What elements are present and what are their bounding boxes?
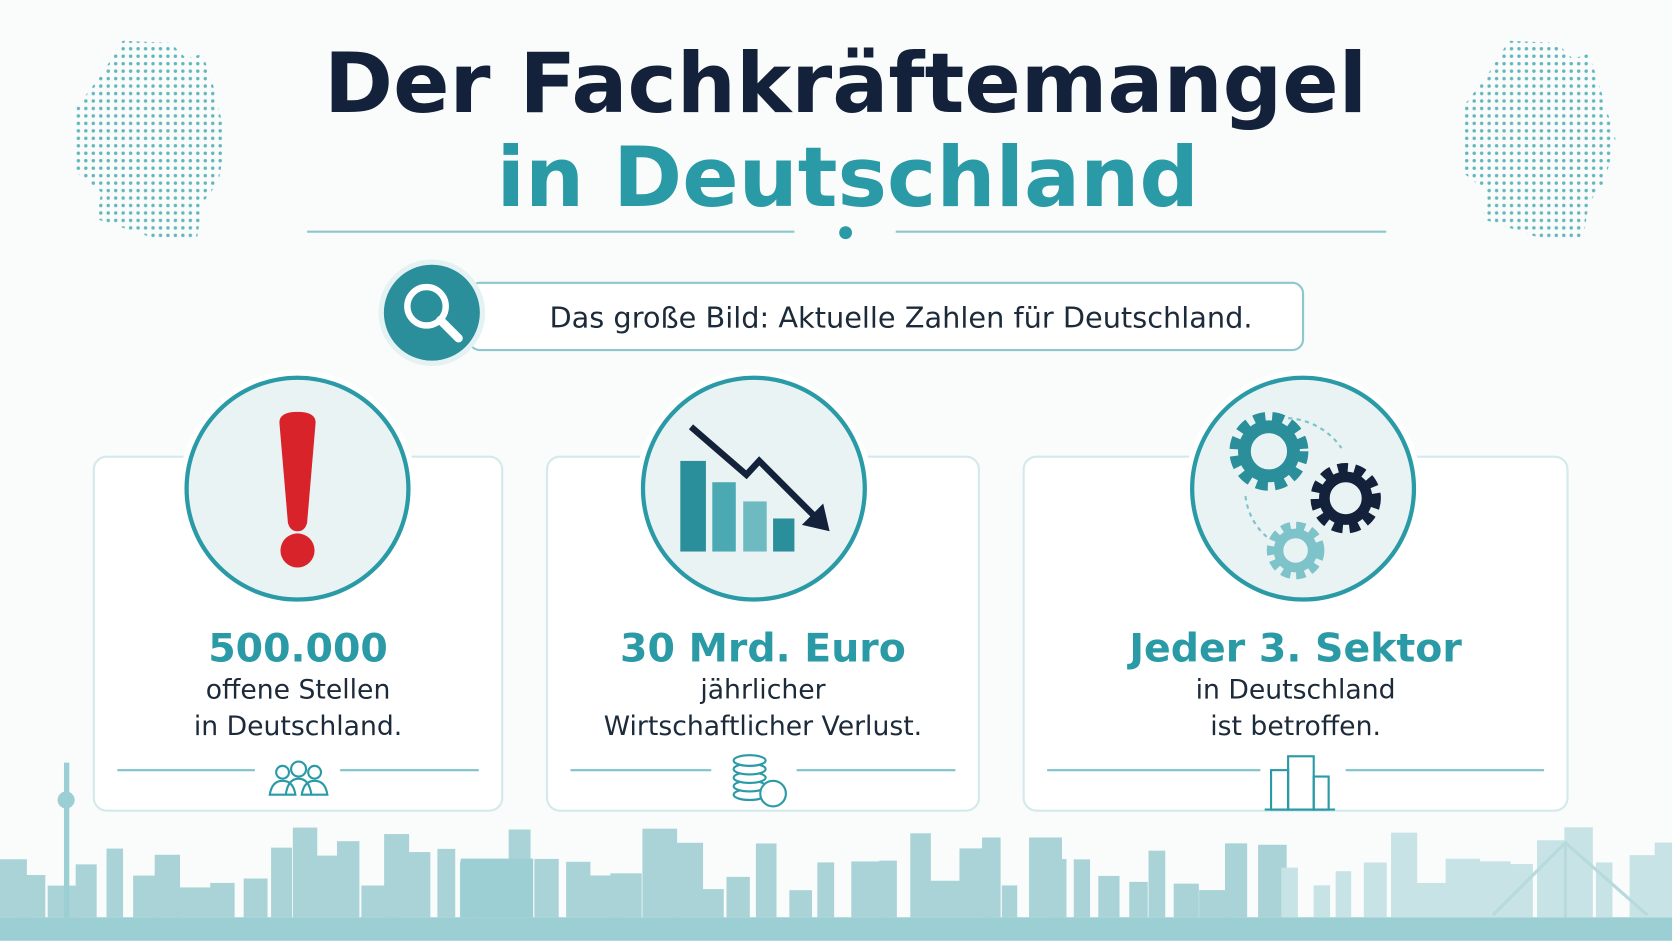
building	[1199, 890, 1231, 918]
card-headline: Jeder 3. Sektor	[1126, 625, 1462, 671]
banner-text: Das große Bild: Aktuelle Zahlen für Deut…	[549, 301, 1252, 335]
magnifier	[404, 283, 449, 329]
map-dots	[1460, 40, 1616, 241]
ground	[0, 917, 1672, 941]
card-icon-circle	[640, 375, 867, 602]
building	[851, 861, 885, 918]
card-text: in Deutschland.	[194, 711, 402, 742]
skyline	[0, 762, 1672, 941]
gate	[460, 858, 534, 918]
building	[982, 837, 1001, 918]
banner-icon	[383, 264, 480, 361]
building	[75, 864, 97, 918]
card-text: in Deutschland	[1196, 675, 1396, 706]
card-text: ist betroffen.	[1210, 711, 1381, 742]
building	[534, 858, 559, 918]
building	[1629, 855, 1659, 918]
building	[336, 841, 360, 918]
bridge	[1491, 840, 1649, 918]
card-text: offene Stellen	[206, 675, 391, 706]
building	[566, 861, 591, 918]
building	[1313, 885, 1331, 918]
building	[1474, 861, 1511, 918]
building	[1050, 859, 1067, 918]
building	[1129, 881, 1148, 918]
building	[1507, 864, 1533, 918]
building	[642, 828, 678, 918]
card-headline: 30 Mrd. Euro	[620, 625, 906, 671]
card-headline: 500.000	[208, 625, 388, 671]
building	[1416, 882, 1451, 918]
building	[20, 875, 46, 918]
tower	[57, 791, 75, 809]
building	[817, 862, 835, 918]
map-dots	[74, 40, 227, 241]
building	[610, 873, 642, 918]
icon-people	[268, 760, 329, 796]
building	[154, 854, 181, 918]
building	[1001, 885, 1018, 918]
icon-gears	[1229, 411, 1381, 580]
building	[271, 847, 292, 918]
building	[755, 843, 777, 918]
card-text: jährlicher	[699, 675, 825, 706]
building	[1564, 827, 1593, 918]
title: Der Fachkräftemangel	[324, 35, 1367, 132]
building	[789, 890, 812, 918]
tower	[63, 762, 70, 918]
building	[106, 848, 124, 918]
building	[929, 880, 960, 918]
building	[243, 878, 268, 918]
building	[384, 834, 410, 918]
icon-coins	[732, 754, 787, 808]
building	[1098, 875, 1120, 918]
building	[1363, 862, 1387, 918]
building	[1173, 883, 1199, 918]
cards: 500.000 offene Stellen in Deutschland. 30 M…	[92, 370, 1569, 812]
icon-decline	[680, 424, 830, 552]
icon-buildings	[1264, 755, 1336, 811]
building	[726, 876, 750, 918]
building	[1391, 832, 1418, 918]
magnifier	[436, 315, 463, 343]
building	[1148, 850, 1166, 918]
building	[1281, 867, 1298, 918]
divider-dot	[839, 226, 852, 240]
building	[1595, 862, 1613, 918]
building	[437, 848, 456, 918]
building	[1225, 843, 1248, 918]
building	[210, 882, 235, 918]
building	[315, 855, 338, 918]
building	[879, 860, 897, 918]
title: in Deutschland	[497, 129, 1199, 226]
building	[910, 833, 931, 918]
building	[1654, 842, 1672, 918]
building	[674, 842, 704, 918]
icon-exclamation	[279, 411, 316, 568]
building	[176, 887, 212, 918]
card-text: Wirtschaftlicher Verlust.	[604, 711, 922, 742]
building	[701, 889, 724, 918]
building	[292, 827, 318, 918]
building	[1445, 858, 1480, 918]
building	[1335, 871, 1352, 918]
building	[406, 852, 431, 918]
building	[1073, 859, 1091, 918]
